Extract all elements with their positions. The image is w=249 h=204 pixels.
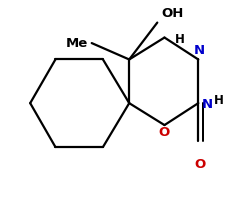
Text: Me: Me [66,36,88,49]
Text: H: H [214,93,224,106]
Text: OH: OH [161,7,184,20]
Text: N: N [194,43,205,57]
Text: N: N [201,98,212,111]
Text: O: O [159,125,170,138]
Text: O: O [195,157,206,170]
Text: H: H [175,33,185,46]
